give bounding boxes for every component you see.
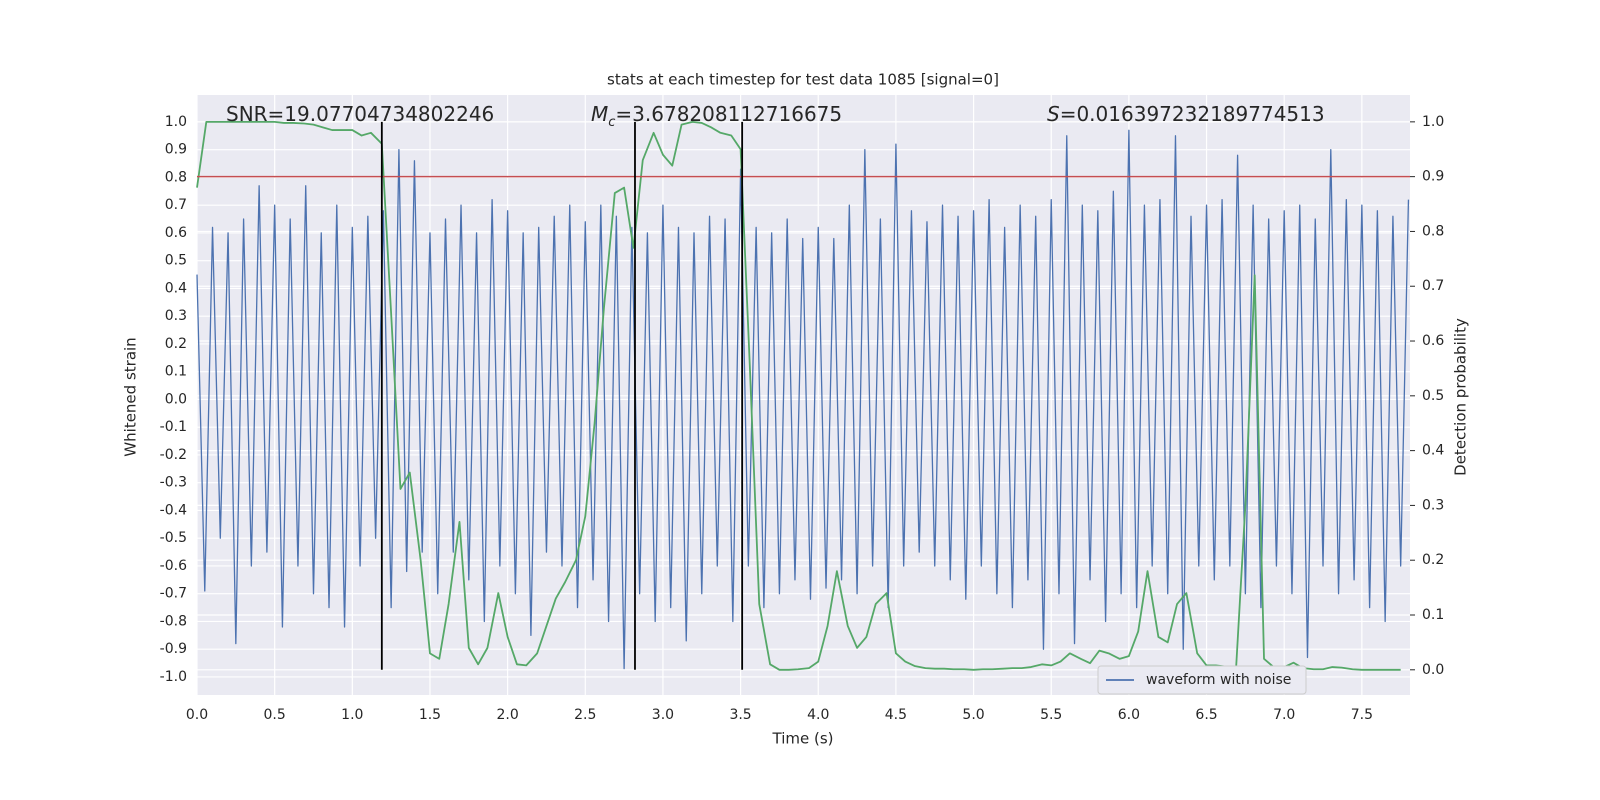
y-axis-label: Whitened strain xyxy=(122,337,140,456)
x-tick-label: 2.5 xyxy=(574,707,596,723)
x-tick-label: 0.0 xyxy=(186,707,208,723)
y-tick-label: 0.3 xyxy=(165,308,187,324)
x-tick-label: 4.0 xyxy=(807,707,829,723)
data-line xyxy=(196,129,1410,670)
y2-tick-label: 0.2 xyxy=(1422,552,1444,568)
y-tick-label: 0.6 xyxy=(165,225,187,241)
y-tick-label: -0.3 xyxy=(160,475,187,491)
x-tick-label: 5.0 xyxy=(962,707,984,723)
y-tick-label: 0.2 xyxy=(165,336,187,352)
y-tick-label: 0.9 xyxy=(165,142,187,158)
y-tick-label: 0.8 xyxy=(165,169,187,185)
y2-tick-label: 0.6 xyxy=(1422,333,1444,349)
y-tick-label: -0.4 xyxy=(160,502,187,518)
y-tick-label: 0.4 xyxy=(165,280,187,296)
x-tick-label: 3.5 xyxy=(729,707,751,723)
annotation-text: =0.016397232189774513 xyxy=(1060,102,1325,126)
y2-tick-label: 0.1 xyxy=(1422,607,1444,623)
x-tick-label: 5.5 xyxy=(1040,707,1062,723)
y2-tick-label: 0.7 xyxy=(1422,278,1444,294)
x-tick-label: 1.5 xyxy=(419,707,441,723)
annotation-symbol: S xyxy=(1047,102,1060,126)
y2-tick-label: 1.0 xyxy=(1422,114,1444,130)
x-tick-label: 2.0 xyxy=(496,707,518,723)
x-tick-label: 6.0 xyxy=(1118,707,1140,723)
x-tick-label: 7.0 xyxy=(1273,707,1295,723)
y-tick-label: 0.1 xyxy=(165,364,187,380)
y-tick-label: -0.9 xyxy=(160,641,187,657)
y-tick-label: 0.5 xyxy=(165,253,187,269)
y2-axis-label: Detection probability xyxy=(1452,318,1470,476)
x-tick-label: 3.0 xyxy=(652,707,674,723)
y-tick-label: 0.0 xyxy=(165,391,187,407)
y-tick-label: 1.0 xyxy=(165,114,187,130)
x-tick-label: 6.5 xyxy=(1195,707,1217,723)
x-tick-label: 4.5 xyxy=(885,707,907,723)
y-tick-label: -0.1 xyxy=(160,419,187,435)
annotation-subscript: c xyxy=(608,115,615,130)
y-tick-label: -0.2 xyxy=(160,447,187,463)
annotation-symbol: M xyxy=(591,102,608,126)
y2-tick-label: 0.9 xyxy=(1422,169,1444,185)
legend-box xyxy=(1097,665,1307,695)
y-tick-label: 0.7 xyxy=(165,197,187,213)
annotation: S=0.016397232189774513 xyxy=(1047,102,1325,126)
y2-tick-label: 0.3 xyxy=(1422,497,1444,513)
annotation: SNR=19.07704734802246 xyxy=(226,102,494,126)
y2-tick-label: 0.5 xyxy=(1422,388,1444,404)
annotation: Mc=3.678208112716675 xyxy=(591,102,842,130)
y-tick-label: -0.5 xyxy=(160,530,187,546)
y2-tick-label: 0.4 xyxy=(1422,443,1444,459)
y-tick-label: -0.6 xyxy=(160,558,187,574)
y-tick-label: -1.0 xyxy=(160,669,187,685)
y-tick-label: -0.7 xyxy=(160,586,187,602)
legend-label: waveform with noise xyxy=(1146,672,1291,688)
x-tick-label: 7.5 xyxy=(1351,707,1373,723)
y-tick-label: -0.8 xyxy=(160,613,187,629)
y2-tick-label: 0.0 xyxy=(1422,662,1444,678)
x-tick-label: 1.0 xyxy=(341,707,363,723)
x-tick-label: 0.5 xyxy=(264,707,286,723)
annotation-text: =3.678208112716675 xyxy=(615,102,842,126)
chart-title: stats at each timestep for test data 108… xyxy=(607,71,999,89)
x-axis-label: Time (s) xyxy=(772,730,834,748)
y2-tick-label: 0.8 xyxy=(1422,223,1444,239)
data-line xyxy=(196,120,1401,671)
